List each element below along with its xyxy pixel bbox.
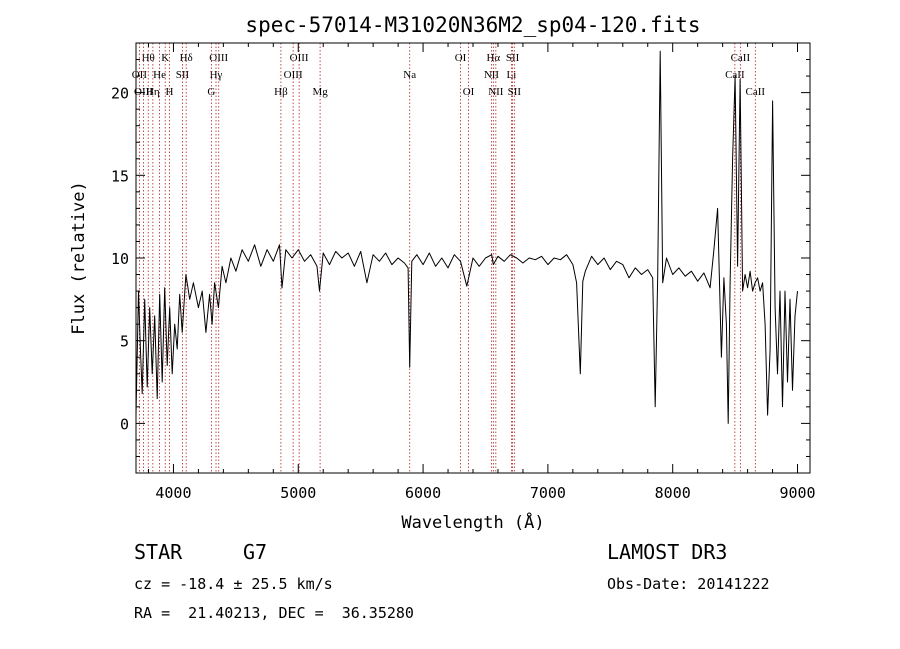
line-label-17: CaII	[725, 69, 745, 81]
x-axis-label: Wavelength (Å)	[401, 511, 544, 533]
line-label-27: CaII	[746, 86, 766, 98]
redshift-readout: cz = -18.4 ± 25.5 km/s	[134, 575, 333, 593]
y-axis-label: Flux (relative)	[69, 181, 89, 335]
line-label-7: SII	[506, 52, 520, 64]
observation-date: Obs-Date: 20141222	[607, 575, 770, 593]
line-label-4: OIII	[290, 52, 309, 64]
x-tick-label-1: 5000	[280, 484, 316, 502]
y-tick-label-3: 15	[111, 167, 129, 185]
line-label-14: Na	[403, 69, 416, 81]
axis-ticks: 4000 5000 6000 7000 8000 9000 0 5 10 15 20	[111, 43, 816, 502]
y-tick-label-2: 10	[111, 250, 129, 268]
line-label-23: Mg	[312, 86, 328, 98]
y-tick-label-1: 5	[120, 333, 129, 351]
line-label-9: OII	[132, 69, 148, 81]
plot-area	[135, 50, 798, 424]
x-tick-label-3: 7000	[530, 484, 566, 502]
line-label-6: Hα	[486, 52, 500, 64]
line-label-10: He	[153, 69, 166, 81]
line-label-25: NII	[488, 86, 504, 98]
line-label-16: Li	[507, 69, 517, 81]
line-label-5: OI	[455, 52, 467, 64]
line-label-0: Hθ	[142, 52, 155, 64]
line-label-21: G	[207, 86, 215, 98]
y-tick-label-0: 0	[120, 415, 129, 433]
line-label-8: CaII	[731, 52, 751, 64]
line-label-19: Hη	[146, 86, 160, 98]
line-label-13: OIII	[284, 69, 303, 81]
x-tick-label-5: 9000	[779, 484, 815, 502]
coordinates-readout: RA = 21.40213, DEC = 36.35280	[134, 604, 414, 622]
survey-name: LAMOST DR3	[607, 540, 728, 564]
line-label-18: OIII	[134, 86, 153, 98]
line-label-24: OI	[463, 86, 475, 98]
line-label-3: OIII	[209, 52, 228, 64]
line-label-20: H	[165, 86, 173, 98]
y-tick-label-4: 20	[111, 85, 129, 103]
line-label-26: SII	[508, 86, 522, 98]
line-label-1: K	[161, 52, 169, 64]
spectrum-series-0	[135, 50, 798, 424]
object-subclass: G7	[243, 540, 268, 564]
x-tick-label-4: 8000	[655, 484, 691, 502]
line-label-12: Hγ	[210, 69, 223, 81]
spectral-line-markers: Hθ K Hδ OIII OIII OI Hα SII CaII OII He SII Hγ OIII Na…	[132, 43, 766, 473]
object-class: STAR	[134, 540, 183, 564]
chart-title: spec-57014-M31020N36M2_sp04-120.fits	[245, 13, 700, 37]
line-label-11: SII	[176, 69, 190, 81]
x-tick-label-0: 4000	[155, 484, 191, 502]
line-label-2: Hδ	[180, 52, 193, 64]
line-label-15: NII	[484, 69, 500, 81]
line-label-22: Hβ	[274, 86, 288, 98]
x-tick-label-2: 6000	[405, 484, 441, 502]
